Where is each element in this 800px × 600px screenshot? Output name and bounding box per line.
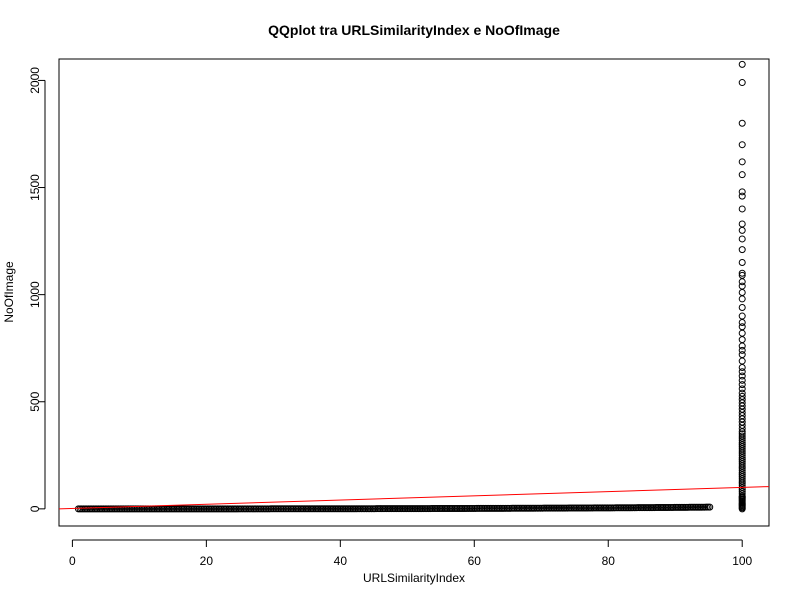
data-point (738, 376, 746, 384)
data-point (738, 363, 746, 371)
data-point (738, 357, 746, 365)
x-tick-label: 0 (69, 554, 76, 568)
plot-area-frame (58, 58, 770, 527)
data-point (738, 336, 746, 344)
data-point (738, 226, 746, 234)
y-tick-label: 500 (28, 391, 42, 411)
x-axis-label: URLSimilarityIndex (363, 571, 465, 585)
data-point (738, 171, 746, 179)
data-point (738, 432, 746, 440)
data-point (738, 385, 746, 393)
data-point (738, 141, 746, 149)
data-point (738, 392, 746, 400)
data-point (738, 329, 746, 337)
data-point (738, 235, 746, 243)
data-point (738, 295, 746, 303)
data-point (738, 119, 746, 127)
data-point (738, 346, 746, 354)
y-axis-label: NoOfImage (2, 261, 16, 323)
data-point (738, 220, 746, 228)
data-point (738, 188, 746, 196)
data-point (738, 304, 746, 311)
data-point (738, 79, 746, 87)
data-point (738, 430, 746, 438)
x-tick-label: 40 (334, 554, 348, 568)
data-point (738, 318, 746, 326)
data-point (738, 289, 746, 296)
data-point (738, 269, 746, 277)
data-point (738, 351, 746, 359)
y-tick-label: 2000 (28, 67, 42, 94)
data-point (738, 192, 746, 200)
data-point (738, 381, 746, 389)
data-point (738, 282, 746, 290)
x-tick-label: 100 (732, 554, 752, 568)
data-point (738, 205, 746, 213)
y-axis: 0 500 1000 1500 2000 (28, 67, 46, 512)
x-tick-label: 60 (468, 554, 482, 568)
x-axis: 0 20 40 60 80 100 (69, 539, 753, 568)
data-point (738, 158, 746, 166)
data-point (738, 372, 746, 380)
data-point (738, 342, 746, 350)
chart-title: QQplot tra URLSimilarityIndex e NoOfImag… (268, 22, 560, 38)
data-point (738, 246, 746, 254)
data-point (738, 60, 746, 68)
data-point (738, 259, 746, 267)
data-point (738, 323, 746, 331)
data-point (738, 368, 746, 376)
x-tick-label: 80 (602, 554, 616, 568)
data-point (706, 503, 714, 511)
data-point (738, 278, 746, 286)
y-tick-label: 0 (28, 505, 42, 512)
x-tick-label: 20 (200, 554, 214, 568)
data-point (738, 389, 746, 397)
data-point (738, 271, 746, 279)
plot-layer (58, 60, 770, 513)
y-tick-label: 1500 (28, 174, 42, 201)
y-tick-label: 1000 (28, 281, 42, 308)
reference-line (58, 486, 770, 510)
data-point (738, 312, 746, 320)
